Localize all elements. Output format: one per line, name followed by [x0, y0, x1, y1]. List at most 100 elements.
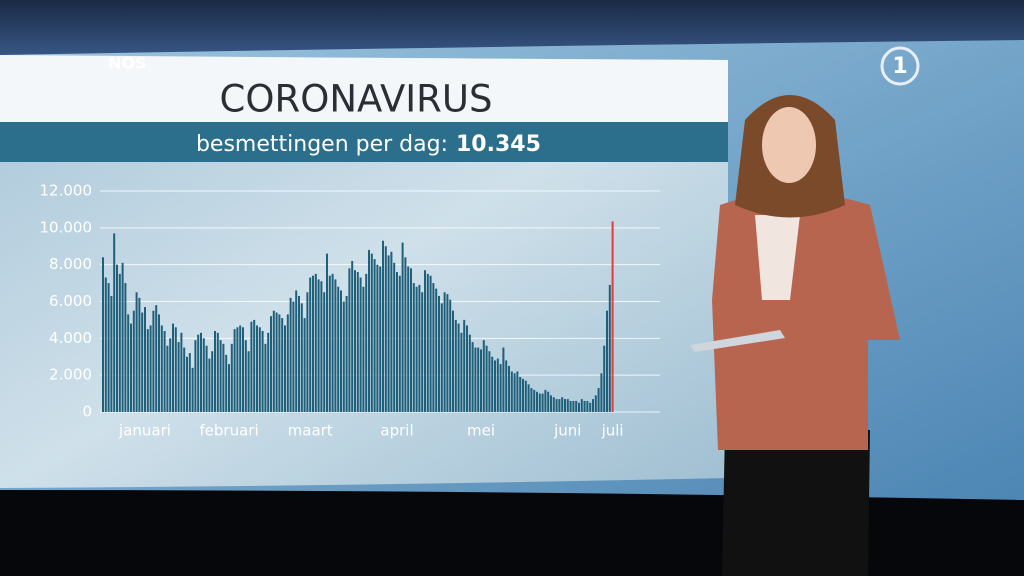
bar: [468, 334, 471, 412]
bar: [337, 286, 340, 412]
bar: [368, 249, 370, 412]
bar: [272, 310, 275, 412]
bar: [418, 284, 421, 412]
bar: [522, 378, 524, 412]
bar: [454, 319, 457, 412]
bar: [180, 332, 183, 412]
x-tick-label: april: [380, 422, 413, 440]
bar: [194, 340, 197, 412]
bar: [376, 264, 379, 412]
tablet: [690, 330, 785, 352]
bar: [471, 342, 474, 412]
bar: [183, 347, 186, 412]
bar: [328, 275, 331, 412]
bar: [323, 292, 326, 412]
blouse: [755, 215, 800, 300]
bar: [510, 371, 513, 412]
bar: [508, 365, 510, 412]
bar: [135, 292, 138, 412]
bar: [334, 279, 337, 412]
bar: [370, 253, 373, 412]
bar: [149, 325, 152, 412]
bar: [516, 371, 519, 412]
bar: [113, 233, 116, 412]
bar: [463, 319, 466, 412]
bar: [191, 367, 194, 412]
bar: [362, 286, 365, 412]
bar: [188, 353, 191, 412]
bar: [536, 391, 538, 412]
bar: [435, 288, 438, 412]
y-tick-label: 4.000: [49, 329, 92, 347]
bar: [572, 400, 575, 412]
bar: [225, 354, 228, 412]
bar: [460, 332, 463, 412]
bar: [166, 345, 169, 412]
bar: [174, 327, 177, 412]
bar: [216, 332, 219, 412]
bar: [496, 358, 499, 412]
bar: [158, 314, 160, 412]
bar: [141, 312, 144, 412]
bar: [317, 279, 320, 412]
bar: [202, 338, 205, 412]
bar: [412, 283, 415, 412]
bar: [452, 310, 454, 412]
subtitle-band: [0, 122, 728, 162]
bar: [407, 266, 410, 412]
y-tick-label: 12.000: [40, 182, 93, 200]
bar: [275, 312, 278, 412]
bar: [606, 310, 608, 412]
bar: [359, 277, 362, 412]
trousers: [722, 430, 870, 576]
bar: [211, 351, 214, 412]
bar: [286, 314, 289, 412]
chart: 0 2.000 4.000 6.000 8.000 10.000 12.000 januari…: [40, 182, 660, 440]
bar: [261, 330, 264, 412]
bar: [270, 316, 272, 412]
presenter: [690, 95, 900, 576]
bar: [354, 270, 356, 412]
bar: [110, 295, 113, 412]
bar: [440, 303, 443, 412]
bar: [410, 268, 412, 412]
bar: [566, 399, 569, 412]
bar: [197, 334, 200, 412]
x-tick-label: februari: [199, 422, 258, 440]
bar: [228, 364, 230, 412]
bar: [608, 284, 611, 412]
y-tick-label: 2.000: [49, 366, 92, 384]
bar: [482, 340, 485, 412]
bar: [415, 286, 418, 412]
face: [762, 107, 816, 183]
bar: [398, 275, 401, 412]
bar: [592, 399, 594, 412]
bar: [387, 255, 390, 412]
bar: [200, 332, 202, 412]
bar: [505, 360, 508, 412]
bar: [295, 290, 298, 412]
bar: [256, 325, 258, 412]
bar: [555, 399, 558, 412]
y-tick-label: 6.000: [49, 292, 92, 310]
bar: [426, 273, 429, 412]
bar: [485, 345, 488, 412]
bar: [538, 393, 541, 412]
bar: [519, 377, 522, 412]
bar: [222, 343, 225, 412]
bar: [382, 240, 384, 412]
bar: [384, 246, 387, 412]
bar: [578, 402, 580, 412]
bar: [244, 340, 247, 412]
bar: [292, 301, 295, 412]
bar: [564, 399, 566, 412]
bar: [303, 318, 306, 412]
bar: [611, 221, 614, 412]
bar: [530, 388, 533, 412]
bar: [446, 294, 449, 412]
bar: [219, 340, 222, 412]
x-tick-label: mei: [467, 422, 495, 440]
bar: [524, 380, 527, 412]
x-tick-label: juni: [553, 422, 581, 440]
bar: [449, 299, 452, 412]
